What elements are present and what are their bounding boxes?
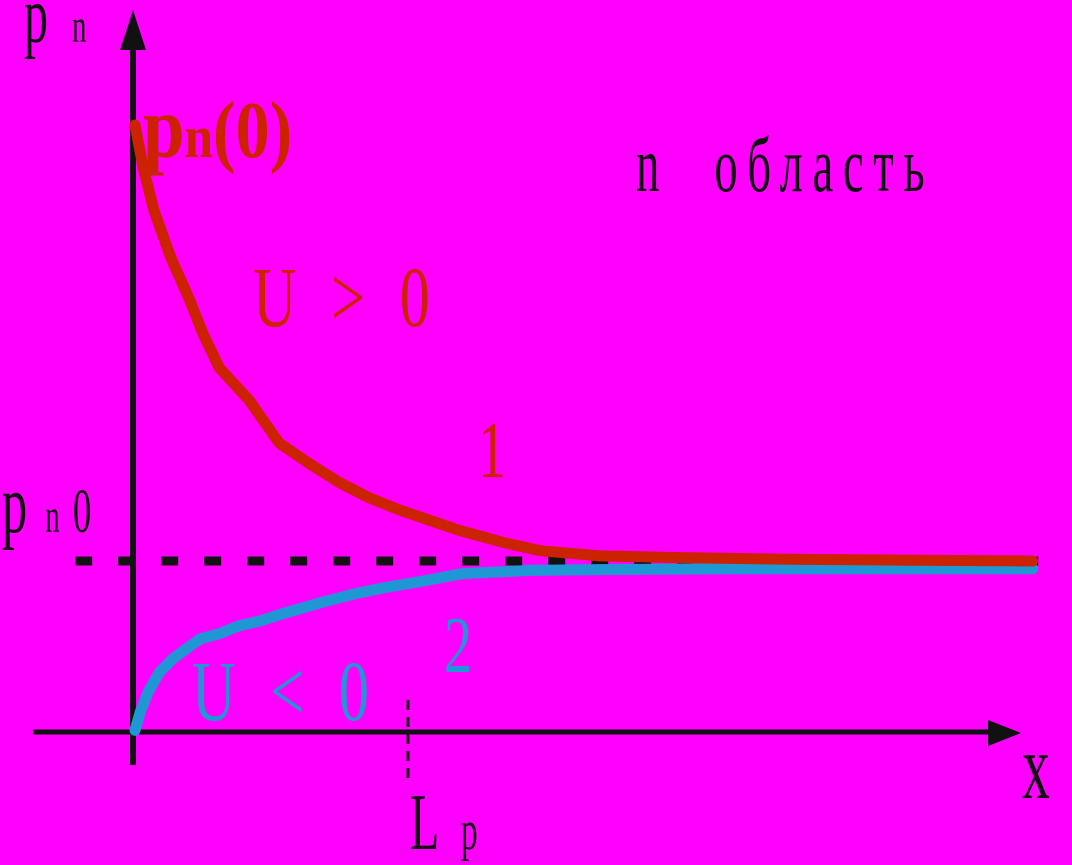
x-axis-arrowhead-icon	[988, 720, 1021, 746]
reverse-bias-label: U < 0	[192, 643, 379, 739]
curve-2-reverse-bias	[129, 563, 1039, 736]
curve1-number-label: 1	[478, 407, 506, 495]
equilibrium-label-zero: 0	[72, 478, 92, 546]
curve-1-forward-bias	[129, 119, 1039, 567]
equilibrium-label-base: p	[2, 458, 28, 551]
region-annotation: n область	[636, 121, 935, 208]
forward-bias-label: U > 0	[253, 249, 440, 345]
equilibrium-label-sub: n	[45, 490, 60, 543]
initial-label-base: p	[143, 80, 185, 177]
curves-group	[75, 119, 1049, 736]
y-axis-label-base: p	[24, 0, 48, 60]
x-axis-label: x	[1022, 716, 1050, 819]
initial-label-sub: n	[184, 104, 213, 170]
y-axis-label-sub: n	[72, 0, 87, 53]
diffusion-length-base: L	[410, 779, 440, 865]
initial-label-paren: (0)	[212, 87, 293, 175]
curve2-number-label: 2	[444, 602, 472, 690]
initial-concentration-label: pn(0)	[143, 85, 292, 173]
y-axis-arrowhead-icon	[120, 10, 146, 50]
diffusion-length-sub: p	[460, 800, 478, 862]
